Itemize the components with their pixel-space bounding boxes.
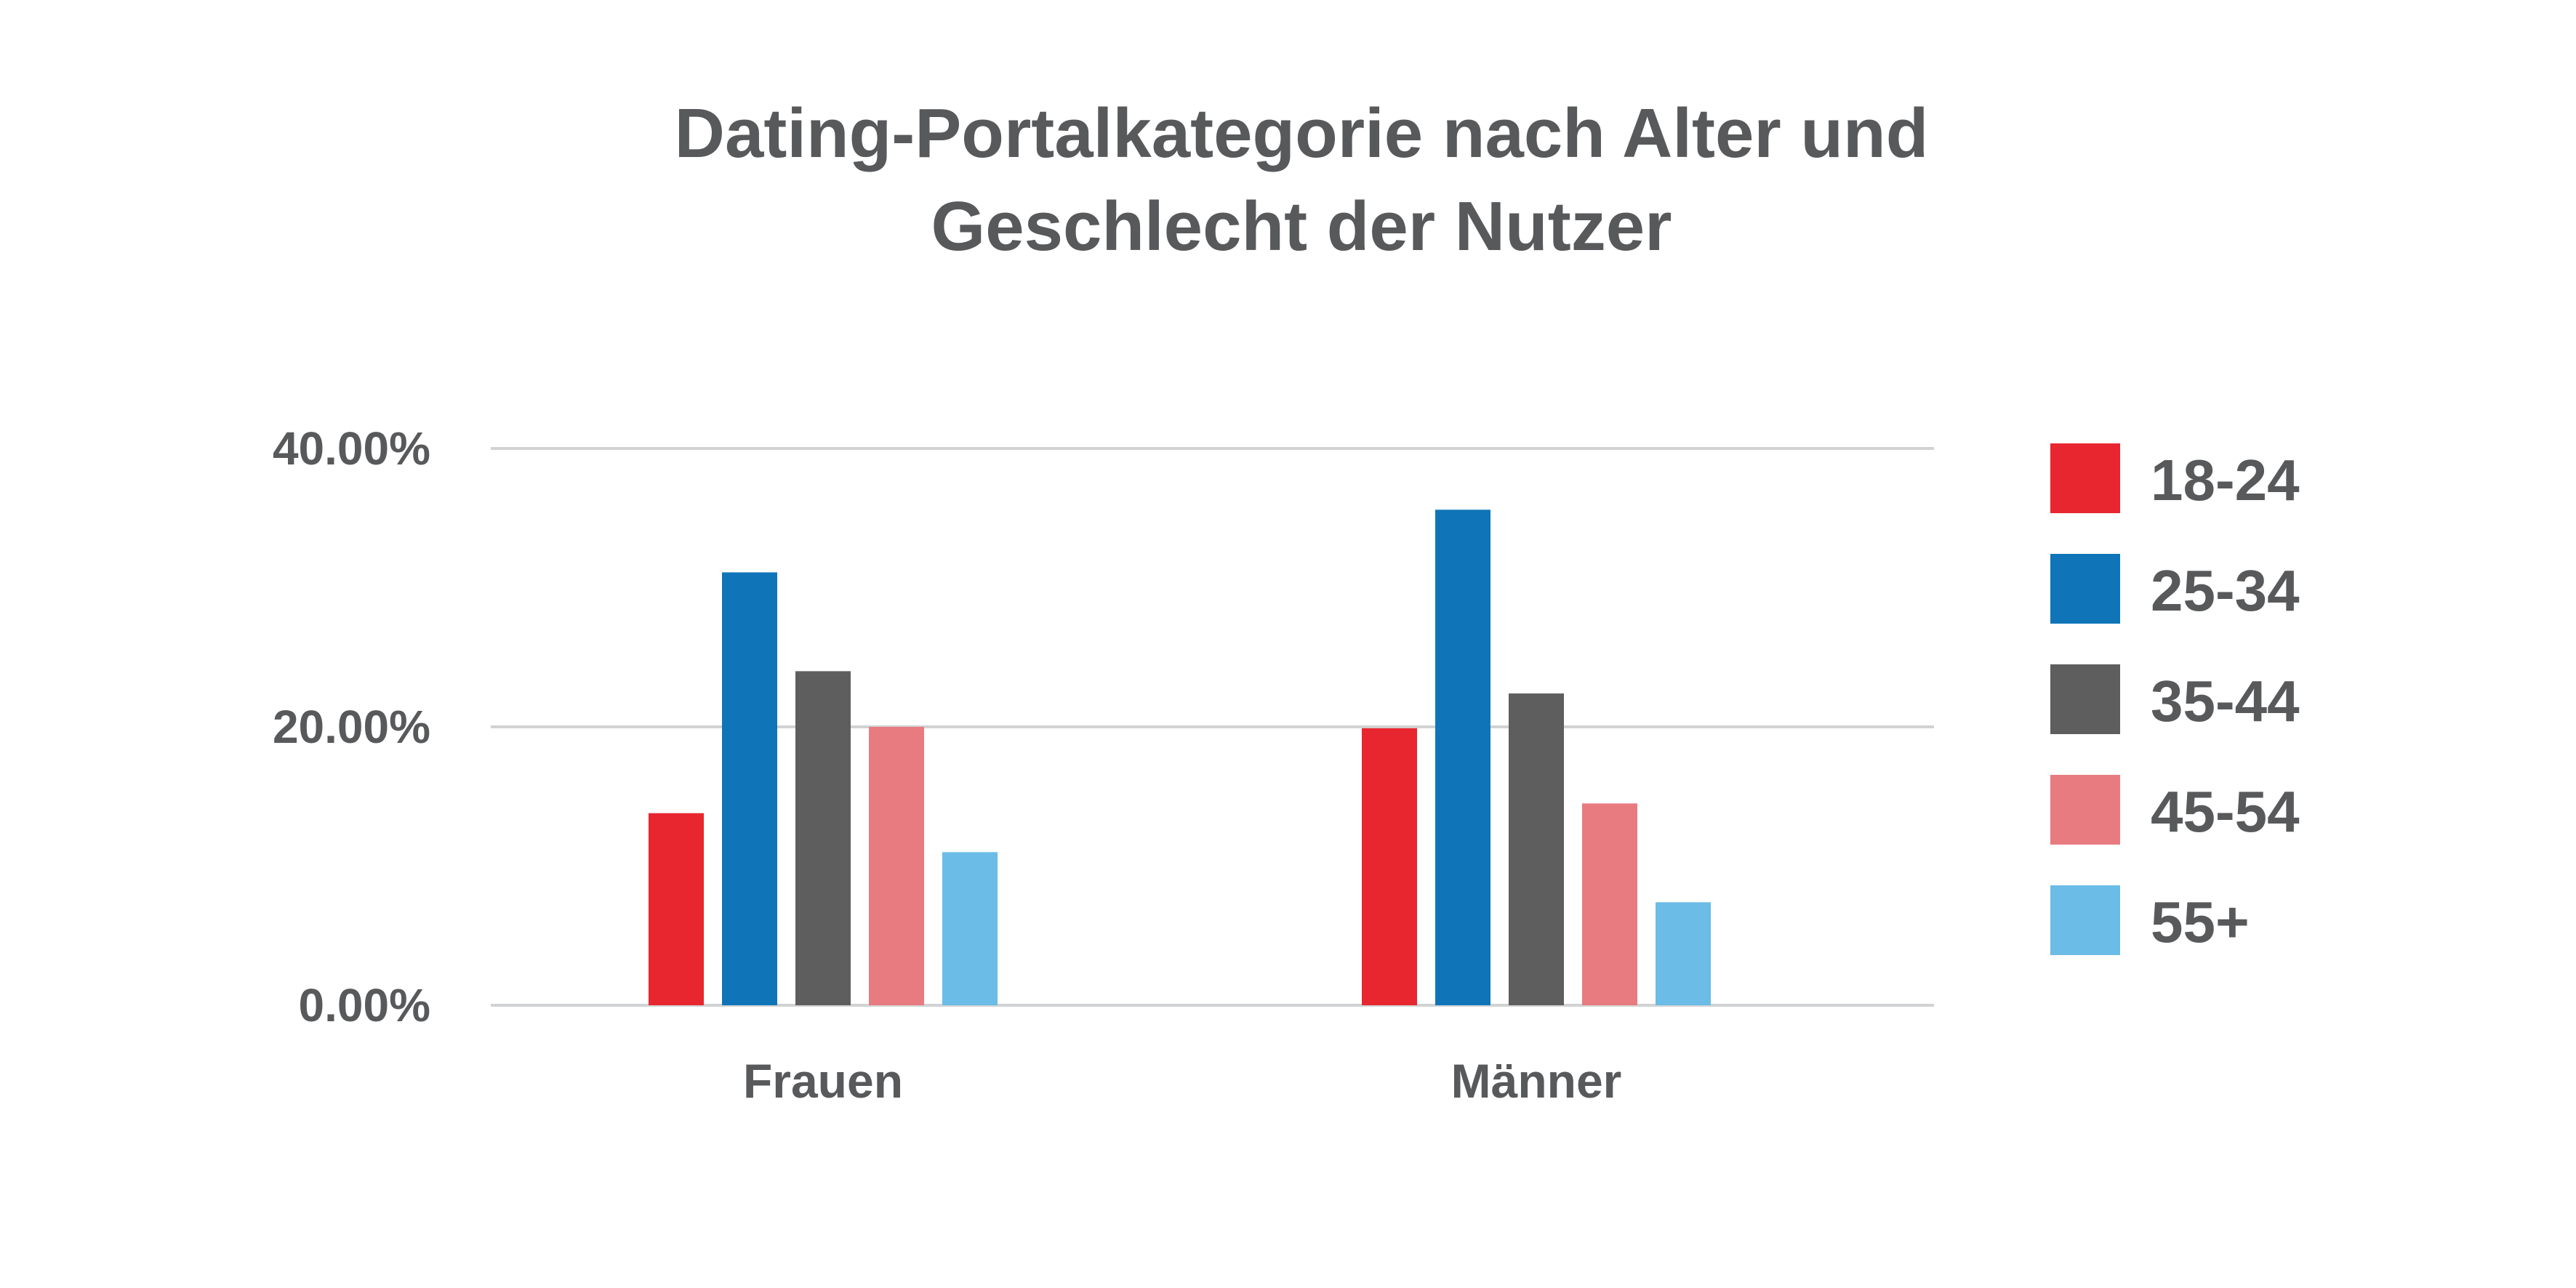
- legend-label: 55+: [2151, 890, 2250, 954]
- legend-label: 45-54: [2151, 779, 2300, 844]
- y-tick-label: 20.00%: [273, 701, 430, 753]
- chart-title: Dating-Portalkategorie nach Alter und Ge…: [0, 87, 2576, 273]
- category-label: Frauen: [743, 1054, 903, 1108]
- bar-mnner-45-54: [1582, 803, 1637, 1005]
- bars: [649, 510, 1711, 1005]
- y-tick-label: 0.00%: [299, 979, 430, 1031]
- legend-label: 35-44: [2151, 669, 2300, 733]
- bar-frauen-35-44: [795, 671, 851, 1005]
- bar-mnner-25-34: [1435, 510, 1490, 1005]
- bar-frauen-45-54: [869, 727, 924, 1005]
- legend-label: 25-34: [2151, 558, 2300, 623]
- legend-swatch: [2050, 554, 2120, 624]
- y-axis-ticks: 0.00% 20.00% 40.00%: [273, 422, 430, 1031]
- legend: 18-24 25-34 35-44 45-54 55+: [2050, 443, 2300, 955]
- bar-frauen-25-34: [722, 572, 777, 1005]
- chart-title-line-2: Geschlecht der Nutzer: [931, 188, 1672, 265]
- bar-mnner-18-24: [1362, 728, 1417, 1005]
- legend-swatch: [2050, 443, 2120, 513]
- chart-title-line-1: Dating-Portalkategorie nach Alter und: [674, 94, 1929, 172]
- bar-mnner-55plus: [1656, 902, 1711, 1005]
- legend-swatch: [2050, 664, 2120, 734]
- category-label: Männer: [1451, 1054, 1622, 1108]
- bar-mnner-35-44: [1509, 693, 1564, 1005]
- legend-swatch: [2050, 775, 2120, 845]
- legend-label: 18-24: [2151, 448, 2300, 512]
- legend-swatch: [2050, 885, 2120, 955]
- bar-frauen-18-24: [649, 813, 704, 1005]
- y-tick-label: 40.00%: [273, 422, 430, 475]
- x-axis-categories: Frauen Männer: [743, 1054, 1621, 1108]
- gridlines: [491, 447, 1934, 1007]
- bar-frauen-55plus: [942, 852, 998, 1005]
